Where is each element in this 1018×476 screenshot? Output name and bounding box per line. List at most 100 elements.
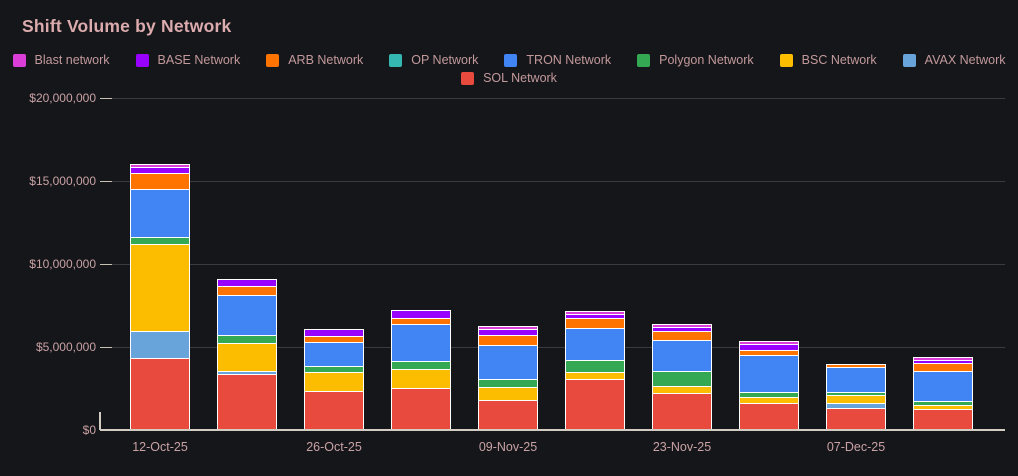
bar-segment-tron-network[interactable] [305,343,363,368]
bar-segment-bsc-network[interactable] [653,387,711,395]
bar-segment-sol-network[interactable] [479,400,537,430]
bar-segment-arb-network[interactable] [653,331,711,342]
y-tick-mark [100,263,112,265]
bar-segment-arb-network[interactable] [479,335,537,346]
bar-segment-sol-network[interactable] [740,404,798,430]
bar-segment-tron-network[interactable] [131,190,189,238]
bar-segment-polygon-network[interactable] [131,237,189,245]
bar-segment-bsc-network[interactable] [479,387,537,401]
bar-segment-arb-network[interactable] [392,318,450,325]
bar-segment-arb-network[interactable] [914,363,972,372]
bar-segment-blast-network[interactable] [479,326,537,330]
x-tick-label: 07-Dec-25 [826,440,886,454]
stacked-bar-3[interactable] [304,328,364,430]
bar-segment-polygon-network[interactable] [827,392,885,397]
bar-segment-arb-network[interactable] [218,286,276,297]
bar-segment-tron-network[interactable] [914,371,972,403]
legend-item-op-network[interactable]: OP Network [389,53,478,67]
bar-segment-tron-network[interactable] [827,368,885,393]
bar-segment-bsc-network[interactable] [827,396,885,405]
bar-segment-base-network[interactable] [740,345,798,352]
bar-segment-bsc-network[interactable] [566,372,624,381]
legend-item-polygon-network[interactable]: Polygon Network [637,53,754,67]
bar-segment-sol-network[interactable] [392,389,450,430]
bar-segment-blast-network[interactable] [740,342,798,346]
bar-segment-arb-network[interactable] [740,351,798,356]
stacked-bar-2[interactable] [217,279,277,430]
legend-label: BSC Network [801,53,877,67]
bar-segment-tron-network[interactable] [566,328,624,362]
bar-segment-base-network[interactable] [305,329,363,338]
stacked-bar-5[interactable] [478,325,538,430]
bar-segment-base-network[interactable] [914,360,972,364]
legend-item-blast-network[interactable]: Blast network [12,53,110,67]
bar-segment-bsc-network[interactable] [740,398,798,405]
stacked-bar-4[interactable] [391,309,451,430]
y-axis-tick [99,412,101,430]
bar-segment-polygon-network[interactable] [218,336,276,344]
legend-item-tron-network[interactable]: TRON Network [504,53,611,67]
bar-segment-base-network[interactable] [653,327,711,332]
bar-segment-polygon-network[interactable] [305,367,363,373]
stacked-bar-8[interactable] [739,341,799,430]
bar-segment-bsc-network[interactable] [218,343,276,373]
bar-segment-sol-network[interactable] [305,391,363,430]
legend-item-avax-network[interactable]: AVAX Network [902,53,1005,67]
stacked-bar-10[interactable] [913,356,973,430]
bar-segment-arb-network[interactable] [305,337,363,344]
gridline [100,346,1005,348]
x-tick-label: 26-Oct-25 [306,440,362,454]
bar-segment-avax-network[interactable] [218,372,276,376]
bar-segment-blast-network[interactable] [914,357,972,361]
bar-segment-polygon-network[interactable] [392,362,450,371]
bar-segment-tron-network[interactable] [479,345,537,380]
legend-item-arb-network[interactable]: ARB Network [266,53,363,67]
bar-segment-bsc-network[interactable] [914,406,972,411]
bar-segment-blast-network[interactable] [131,164,189,168]
bar-segment-blast-network[interactable] [566,311,624,315]
bar-segment-sol-network[interactable] [653,394,711,430]
legend-label: Blast network [34,53,110,67]
bar-segment-polygon-network[interactable] [479,379,537,388]
bar-segment-arb-network[interactable] [566,318,624,329]
legend-label: ARB Network [288,53,364,67]
bar-segment-bsc-network[interactable] [392,370,450,390]
bar-segment-base-network[interactable] [479,329,537,336]
bar-segment-avax-network[interactable] [827,404,885,410]
y-tick-mark [100,97,112,99]
bar-segment-bsc-network[interactable] [131,244,189,332]
bar-segment-arb-network[interactable] [827,364,885,369]
bar-segment-polygon-network[interactable] [566,361,624,373]
legend-item-bsc-network[interactable]: BSC Network [779,53,877,67]
bar-segment-sol-network[interactable] [218,375,276,430]
bar-segment-base-network[interactable] [392,310,450,319]
legend-swatch-icon [902,53,916,67]
bar-segment-avax-network[interactable] [131,331,189,359]
bar-segment-sol-network[interactable] [566,380,624,430]
bar-segment-polygon-network[interactable] [653,371,711,388]
legend-item-sol-network[interactable]: SOL Network [461,71,557,85]
bar-segment-polygon-network[interactable] [914,402,972,407]
bar-segment-sol-network[interactable] [914,410,972,430]
bar-segment-arb-network[interactable] [131,174,189,191]
bar-segment-tron-network[interactable] [392,324,450,363]
bar-segment-blast-network[interactable] [653,324,711,328]
bar-segment-tron-network[interactable] [653,341,711,372]
bar-segment-sol-network[interactable] [131,358,189,430]
legend-row-2: SOL Network [461,71,557,85]
stacked-bar-7[interactable] [652,323,712,430]
legend-label: BASE Network [157,53,241,67]
legend-item-base-network[interactable]: BASE Network [135,53,241,67]
bar-segment-polygon-network[interactable] [740,393,798,399]
bar-segment-tron-network[interactable] [740,355,798,394]
stacked-bar-6[interactable] [565,310,625,430]
bar-segment-base-network[interactable] [131,167,189,175]
bar-segment-base-network[interactable] [218,280,276,287]
stacked-bar-9[interactable] [826,363,886,430]
bar-segment-tron-network[interactable] [218,296,276,337]
stacked-bar-1[interactable] [130,163,190,430]
bar-segment-sol-network[interactable] [827,409,885,430]
bar-segment-base-network[interactable] [566,314,624,319]
chart-legend: Blast network BASE Network ARB Network OP N… [0,53,1018,85]
bar-segment-bsc-network[interactable] [305,372,363,392]
